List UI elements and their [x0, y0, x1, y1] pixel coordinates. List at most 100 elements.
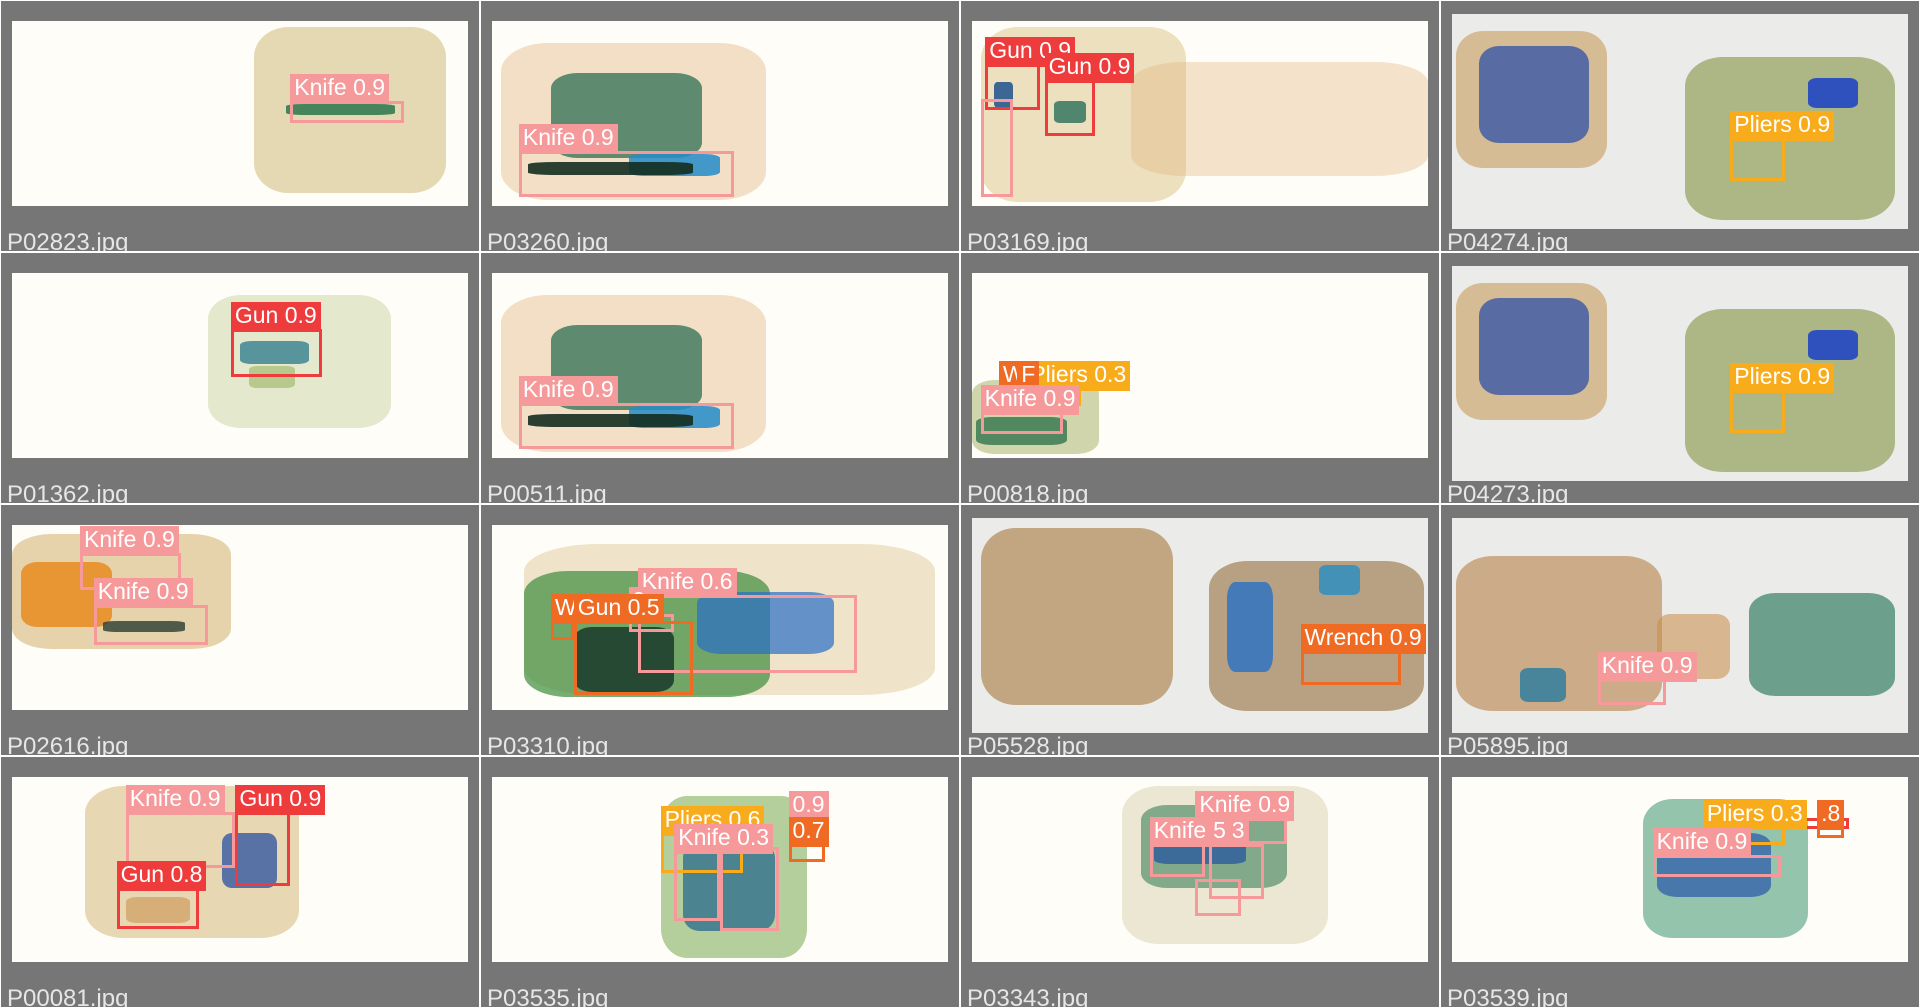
- scan-object-shape: [1053, 100, 1086, 123]
- scan-object-shape: [221, 832, 277, 888]
- detection-box: Pliers 0.9: [1730, 111, 1835, 182]
- xray-scan-image: Knife 0.9: [491, 21, 949, 206]
- image-tile: Knife 0.9 Knife 0.9 P02616.jpg: [0, 504, 480, 756]
- filename-label: P03539.jpg: [1447, 985, 1569, 1008]
- detection-label-text: Wrench 0.9: [1304, 623, 1422, 650]
- detection-label-text: F: [1021, 360, 1036, 387]
- detection-label: .8: [1817, 799, 1845, 830]
- filename-label: P05895.jpg: [1447, 733, 1569, 756]
- xray-scan-image: Knife 0.9 Knife 0.3 5: [971, 777, 1429, 962]
- scan-object-shape: [1227, 582, 1274, 673]
- scan-object-shape: [980, 528, 1173, 705]
- scan-object-shape: [683, 841, 775, 931]
- xray-scan-image: Knife 0.9: [1451, 517, 1909, 733]
- image-tile: Gun 0.9 Gun 0.9 P03169.jpg: [960, 0, 1440, 252]
- image-tile: Pliers 0.9 P04273.jpg: [1440, 252, 1920, 504]
- xray-scan-image: Gun 0.9: [11, 273, 469, 458]
- image-tile: Pliers 0.9 P04274.jpg: [1440, 0, 1920, 252]
- xray-scan-image: Pliers 0.9: [1451, 13, 1909, 229]
- detection-box: Gun 0.9: [230, 301, 323, 377]
- image-tile: Pliers 0.6 Knife 0.3 0.9 0.7 P03535.jpg: [480, 756, 960, 1008]
- detection-label: F: [1017, 360, 1040, 391]
- image-tile: Knife 0.9 P03260.jpg: [480, 0, 960, 252]
- scan-object-shape: [528, 413, 693, 427]
- scan-object-shape: [1154, 841, 1246, 864]
- detection-label-text: 5: [1213, 816, 1226, 843]
- detection-label-text: Pliers 0.9: [1734, 363, 1831, 390]
- detection-label: 0.7: [788, 816, 829, 847]
- detection-box: Knife 0.9: [518, 123, 734, 197]
- detection-box: [719, 847, 780, 931]
- detection-label: Knife 0.9: [1195, 790, 1295, 821]
- xray-scan-image: Pliers 0.6 Knife 0.3 0.9 0.7: [491, 777, 949, 962]
- detection-box: [1195, 878, 1242, 916]
- detection-label-text: Knife 0.9: [129, 785, 221, 812]
- filename-label: P04274.jpg: [1447, 229, 1569, 252]
- filename-label: P02823.jpg: [7, 229, 129, 252]
- detection-label-text: Gun 0.5: [577, 594, 660, 621]
- scan-object-shape: [1520, 668, 1566, 703]
- filename-label: P03169.jpg: [967, 229, 1089, 252]
- detection-label: Knife 0.9: [93, 577, 193, 608]
- detection-label: Knife 0.9: [518, 375, 618, 406]
- detection-box: 0.7: [788, 816, 829, 863]
- xray-scan-image: Knife 0.9 Gun 0.9 Gun 0.8: [11, 777, 469, 962]
- detection-label: Knife 0.9: [518, 123, 618, 154]
- detection-label: Knife 0.9: [980, 384, 1080, 415]
- filename-label: P00818.jpg: [967, 481, 1089, 504]
- detection-box: Knife 0.3: [674, 824, 774, 922]
- xray-scan-image: Pliers 0.9: [1451, 265, 1909, 481]
- detection-label: Knife 0.6: [637, 568, 737, 599]
- filename-label: P03310.jpg: [487, 733, 609, 756]
- filename-label: P03260.jpg: [487, 229, 609, 252]
- xray-scan-image: Wrench 0.9: [971, 517, 1429, 733]
- image-tile: Knife 0.9 Knife 0.3 5 P03343.jpg: [960, 756, 1440, 1008]
- detection-label: Gun 0.9: [1044, 53, 1135, 84]
- detection-label-text: 0.7: [792, 816, 825, 843]
- detection-label-text: Pliers 0.3: [1030, 360, 1127, 387]
- scan-object-shape: [528, 161, 693, 175]
- image-tile: Knife 0.69WGun 0.5 P03310.jpg: [480, 504, 960, 756]
- filename-label: P03535.jpg: [487, 985, 609, 1008]
- detection-label-text: W: [554, 594, 577, 621]
- scan-object-shape: [239, 341, 309, 364]
- scan-object-shape: [1807, 78, 1859, 109]
- detection-box: W: [550, 594, 581, 640]
- detection-label-text: Knife 0.9: [522, 123, 614, 150]
- detection-label-text: Knife 0.3: [678, 824, 770, 850]
- scan-object-shape: [1807, 330, 1859, 361]
- scan-object-shape: [1748, 592, 1895, 696]
- detection-box: Wrench 0.9: [1300, 623, 1426, 686]
- detection-box: [980, 98, 1013, 197]
- detection-box: Knife 0.9: [93, 577, 208, 646]
- detection-label-text: Gun 0.9: [239, 785, 322, 812]
- image-tile: Pliers 0.3 W F Knife 0.9 P00818.jpg: [960, 252, 1440, 504]
- detection-label-text: Knife 0.9: [84, 525, 175, 552]
- xray-scan-image: Pliers 0.3 .8 Knife 0.9: [1451, 777, 1909, 962]
- filename-label: P05528.jpg: [967, 733, 1089, 756]
- detection-box: .8: [1817, 799, 1845, 839]
- scan-object-shape: [697, 591, 835, 655]
- detection-label: Gun 0.8: [116, 861, 207, 891]
- detection-label-text: Knife 0.3: [1153, 816, 1245, 843]
- detection-label: Knife 0.9: [290, 73, 390, 104]
- image-tile: Knife 0.9 Gun 0.9 Gun 0.8 P00081.jpg: [0, 756, 480, 1008]
- detection-box: Knife 0.9: [1597, 651, 1697, 705]
- image-tile: Knife 0.9 P00511.jpg: [480, 252, 960, 504]
- detection-label-text: Knife 0.9: [1601, 651, 1693, 678]
- detection-box: Knife 0.9: [1652, 827, 1781, 877]
- scan-object-shape: [1478, 297, 1589, 395]
- scan-object-shape: [125, 897, 190, 924]
- detection-label-text: Knife 0.9: [1199, 790, 1291, 817]
- scan-object-shape: [1318, 564, 1360, 595]
- image-tile: Pliers 0.3 .8 Knife 0.9 P03539.jpg: [1440, 756, 1920, 1008]
- detection-box: Knife 0.3: [1149, 816, 1249, 877]
- detection-box: Knife 0.9: [80, 525, 181, 590]
- detection-label: 5: [1209, 816, 1230, 847]
- detection-box: Knife 0.9: [290, 73, 405, 123]
- scan-object-shape: [1131, 61, 1429, 177]
- detection-label: 0.9: [788, 790, 829, 821]
- scan-object-shape: [102, 621, 186, 633]
- detection-label: Knife 0.9: [1597, 651, 1697, 682]
